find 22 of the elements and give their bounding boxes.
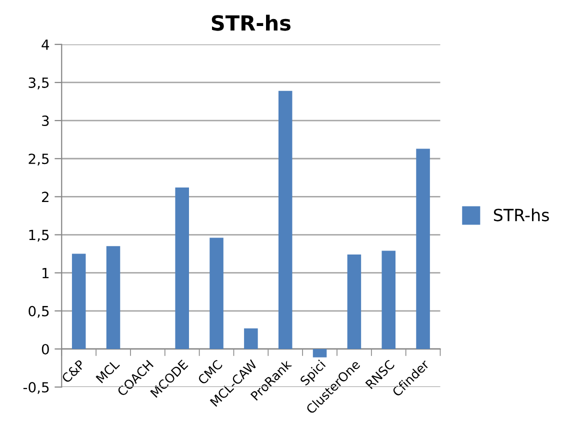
bar xyxy=(278,90,292,349)
bar xyxy=(210,238,224,349)
bar xyxy=(416,148,430,349)
y-tick-label: 4 xyxy=(42,40,50,50)
y-tick-label: 1,5 xyxy=(29,230,49,242)
bar xyxy=(72,254,86,349)
bar xyxy=(175,188,189,349)
bar xyxy=(347,254,362,349)
chart-title: STR-hs xyxy=(212,14,291,31)
y-tick-label: 0 xyxy=(42,344,49,354)
y-tick-label: 1 xyxy=(42,268,49,278)
y-tick-label: 2,5 xyxy=(28,154,49,166)
bar xyxy=(382,250,396,349)
legend-label: STR-hs xyxy=(494,208,549,222)
y-tick-label: 3,5 xyxy=(28,77,49,90)
bar xyxy=(106,246,120,349)
bar xyxy=(312,348,327,358)
y-tick-label: 0,5 xyxy=(28,306,49,318)
y-tick-label: 3 xyxy=(42,116,49,126)
y-tick-label: -0,5 xyxy=(23,382,49,394)
bar xyxy=(244,328,258,349)
y-tick-label: 2 xyxy=(42,192,48,202)
